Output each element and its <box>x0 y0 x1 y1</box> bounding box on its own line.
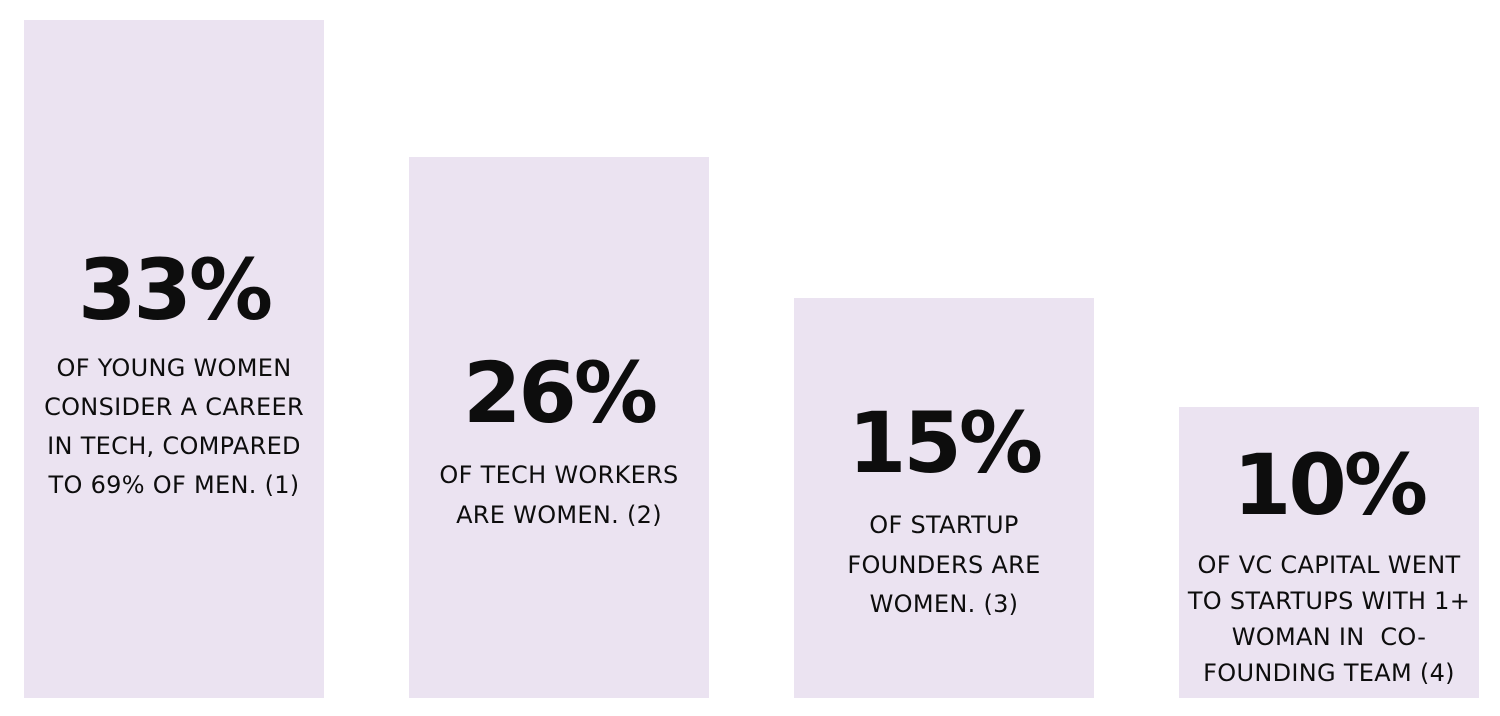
stat-description: OF TECH WORKERS <box>439 461 679 489</box>
stat-card: 10% OF VC CAPITAL WENT TO STARTUPS WITH 1+… <box>1179 407 1479 698</box>
stat-description: OF VC CAPITAL WENT <box>1197 551 1461 579</box>
stat-description: OF STARTUP <box>869 511 1019 539</box>
stat-card: 33% OF YOUNG WOMEN CONSIDER A CAREER IN TEC… <box>24 20 324 698</box>
stat-description: CONSIDER A CAREER <box>44 393 304 421</box>
stat-value: 15% <box>847 394 1043 492</box>
stat-description: FOUNDING TEAM (4) <box>1203 659 1455 687</box>
stat-card: 26% OF TECH WORKERS ARE WOMEN. (2) <box>409 157 709 698</box>
stat-description: OF YOUNG WOMEN <box>56 354 292 382</box>
stat-value: 10% <box>1232 436 1428 534</box>
stat-description: TO STARTUPS WITH 1+ <box>1187 587 1471 615</box>
stat-value: 26% <box>462 344 658 442</box>
stat-description: ARE WOMEN. (2) <box>456 501 662 529</box>
stat-card: 15% OF STARTUP FOUNDERS ARE WOMEN. (3) <box>794 298 1094 698</box>
stat-value: 33% <box>77 241 273 339</box>
stat-description: WOMEN. (3) <box>869 590 1019 618</box>
stat-description: WOMAN IN CO- <box>1231 623 1427 651</box>
stat-description: IN TECH, COMPARED <box>47 432 301 460</box>
stat-description: TO 69% OF MEN. (1) <box>48 471 300 499</box>
stat-description: FOUNDERS ARE <box>847 550 1041 579</box>
